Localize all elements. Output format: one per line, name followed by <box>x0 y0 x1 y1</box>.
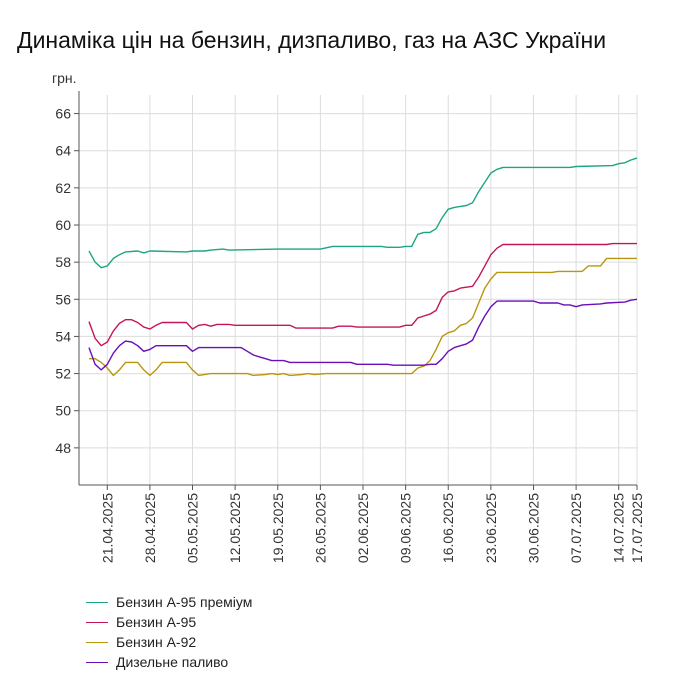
legend-swatch <box>86 601 108 603</box>
series-line-0 <box>88 157 638 269</box>
x-tick-label: 21.04.2025 <box>99 493 115 563</box>
y-tick-label: 66 <box>55 106 71 122</box>
legend-label: Бензин А-92 <box>116 634 197 650</box>
series-lines <box>88 157 638 377</box>
legend: Бензин А-95 преміум Бензин А-95 Бензин А-9… <box>86 592 252 672</box>
legend-swatch <box>86 621 108 623</box>
x-tick-label: 28.04.2025 <box>142 493 158 563</box>
legend-label: Бензин А-95 преміум <box>116 594 253 610</box>
series-line-3 <box>88 298 638 371</box>
series-line-1 <box>88 242 637 347</box>
legend-item: Бензин А-92 <box>86 632 252 652</box>
y-tick-label: 48 <box>55 440 71 456</box>
x-tick-label: 07.07.2025 <box>568 493 584 563</box>
legend-item: Дизельне паливо <box>86 652 252 672</box>
legend-label: Бензин А-95 <box>116 614 197 630</box>
axes <box>74 91 638 490</box>
x-tick-label: 09.06.2025 <box>398 493 414 563</box>
y-tick-label: 56 <box>55 291 71 307</box>
x-tick-label: 02.06.2025 <box>355 493 371 563</box>
y-tick-label: 54 <box>55 328 71 344</box>
grid-lines <box>79 95 638 485</box>
x-tick-label: 05.05.2025 <box>185 493 201 563</box>
y-tick-labels: 48 50 52 54 56 58 60 62 64 66 <box>55 106 71 456</box>
y-tick-label: 52 <box>55 366 71 382</box>
x-tick-label: 23.06.2025 <box>483 493 499 563</box>
series-line-2 <box>89 257 637 377</box>
x-tick-label: 17.07.2025 <box>629 493 645 563</box>
chart-title: Динаміка цін на бензин, дизпаливо, газ н… <box>17 27 607 53</box>
y-tick-label: 64 <box>55 143 71 159</box>
y-tick-label: 62 <box>55 180 71 196</box>
legend-label: Дизельне паливо <box>116 654 229 670</box>
y-tick-label: 50 <box>55 403 71 419</box>
legend-item: Бензин А-95 преміум <box>86 592 252 612</box>
y-tick-label: 58 <box>55 254 71 270</box>
x-tick-label: 12.05.2025 <box>227 493 243 563</box>
y-tick-label: 60 <box>55 217 71 233</box>
x-tick-label: 16.06.2025 <box>440 493 456 563</box>
legend-swatch <box>86 661 108 663</box>
x-tick-label: 19.05.2025 <box>270 493 286 563</box>
x-tick-labels: 21.04.2025 28.04.2025 05.05.2025 12.05.2025… <box>99 493 645 563</box>
legend-item: Бензин А-95 <box>86 612 252 632</box>
x-tick-label: 14.07.2025 <box>611 493 627 563</box>
x-tick-label: 30.06.2025 <box>525 493 541 563</box>
x-tick-label: 26.05.2025 <box>312 493 328 563</box>
y-axis-label: грн. <box>52 70 77 86</box>
legend-swatch <box>86 641 108 643</box>
